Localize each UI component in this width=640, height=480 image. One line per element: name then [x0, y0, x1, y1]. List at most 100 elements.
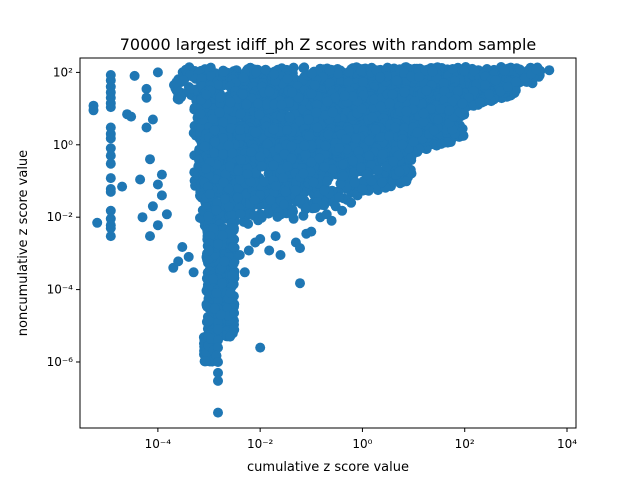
data-point: [105, 133, 116, 144]
data-point: [384, 98, 395, 109]
data-point: [322, 96, 333, 107]
data-point: [219, 256, 230, 267]
data-point: [202, 301, 213, 312]
data-point: [215, 92, 226, 103]
data-point: [259, 176, 270, 187]
data-point: [227, 270, 238, 281]
data-point: [235, 108, 246, 119]
data-point: [308, 177, 319, 188]
data-point: [219, 193, 230, 204]
data-point: [298, 63, 309, 74]
data-point: [135, 174, 146, 185]
data-point: [367, 112, 378, 123]
data-point: [245, 176, 256, 187]
data-point: [377, 149, 388, 160]
data-point: [394, 166, 405, 177]
data-point: [242, 168, 253, 179]
data-point: [298, 168, 309, 179]
data-point: [343, 67, 354, 77]
data-point: [141, 92, 152, 103]
data-point: [531, 64, 542, 75]
data-point: [156, 169, 167, 180]
data-point: [204, 245, 214, 256]
data-point: [341, 134, 352, 144]
data-point: [406, 152, 417, 163]
data-point: [228, 258, 239, 269]
data-point: [311, 107, 322, 118]
data-point: [347, 91, 358, 102]
data-point: [205, 231, 216, 242]
data-point: [105, 223, 116, 234]
plot-frame: [79, 57, 577, 429]
data-point: [356, 65, 366, 76]
data-point: [298, 210, 309, 221]
data-points: [88, 62, 555, 418]
data-point: [421, 85, 432, 96]
data-point: [282, 161, 293, 172]
data-point: [239, 267, 250, 278]
data-point: [401, 106, 412, 117]
x-tick-label: 10²: [455, 437, 475, 451]
data-point: [209, 125, 220, 136]
data-point: [280, 186, 291, 197]
data-point: [349, 177, 360, 188]
data-point: [346, 197, 357, 208]
data-point: [145, 154, 155, 165]
data-point: [353, 146, 364, 157]
data-point: [199, 141, 210, 152]
data-point: [388, 156, 399, 167]
data-point: [203, 211, 214, 222]
data-point: [484, 89, 495, 100]
data-point: [514, 64, 525, 75]
data-point: [209, 147, 220, 158]
y-tick-label: 10²: [53, 65, 73, 79]
data-point: [326, 215, 337, 226]
data-point: [544, 65, 555, 76]
data-point: [213, 357, 223, 367]
data-point: [129, 70, 140, 81]
data-point: [459, 65, 470, 76]
data-point: [304, 131, 315, 141]
data-point: [391, 75, 402, 86]
data-point: [428, 125, 439, 136]
data-point: [337, 205, 348, 216]
data-point: [334, 143, 345, 153]
data-point: [229, 223, 239, 234]
data-point: [341, 144, 352, 155]
data-point: [276, 111, 287, 122]
data-point: [223, 201, 234, 212]
data-point: [260, 64, 271, 75]
data-point: [303, 114, 314, 125]
data-point: [339, 90, 350, 101]
data-point: [173, 94, 184, 105]
data-point: [306, 157, 317, 168]
data-point: [246, 147, 257, 157]
data-point: [356, 162, 366, 173]
data-point: [225, 287, 236, 298]
data-point: [502, 81, 513, 92]
data-point: [375, 72, 386, 83]
data-point: [226, 210, 237, 221]
data-point: [306, 226, 317, 237]
data-point: [213, 239, 223, 250]
data-point: [213, 375, 223, 386]
data-point: [287, 87, 297, 98]
data-point: [264, 86, 275, 97]
data-point: [201, 163, 211, 174]
x-tick-label: 10⁴: [557, 437, 577, 451]
data-point: [330, 92, 341, 103]
data-point: [384, 131, 395, 142]
data-point: [270, 181, 281, 192]
data-point: [480, 80, 491, 90]
data-point: [147, 201, 158, 212]
data-point: [92, 217, 103, 228]
data-point: [256, 212, 267, 223]
data-point: [290, 185, 301, 196]
data-point: [229, 308, 239, 318]
data-point: [499, 65, 510, 76]
y-axis: 10⁻⁶ 10⁻⁴ 10⁻² 10⁰ 10²: [47, 65, 80, 369]
data-point: [438, 78, 449, 89]
data-point: [338, 171, 349, 182]
data-point: [293, 92, 304, 103]
